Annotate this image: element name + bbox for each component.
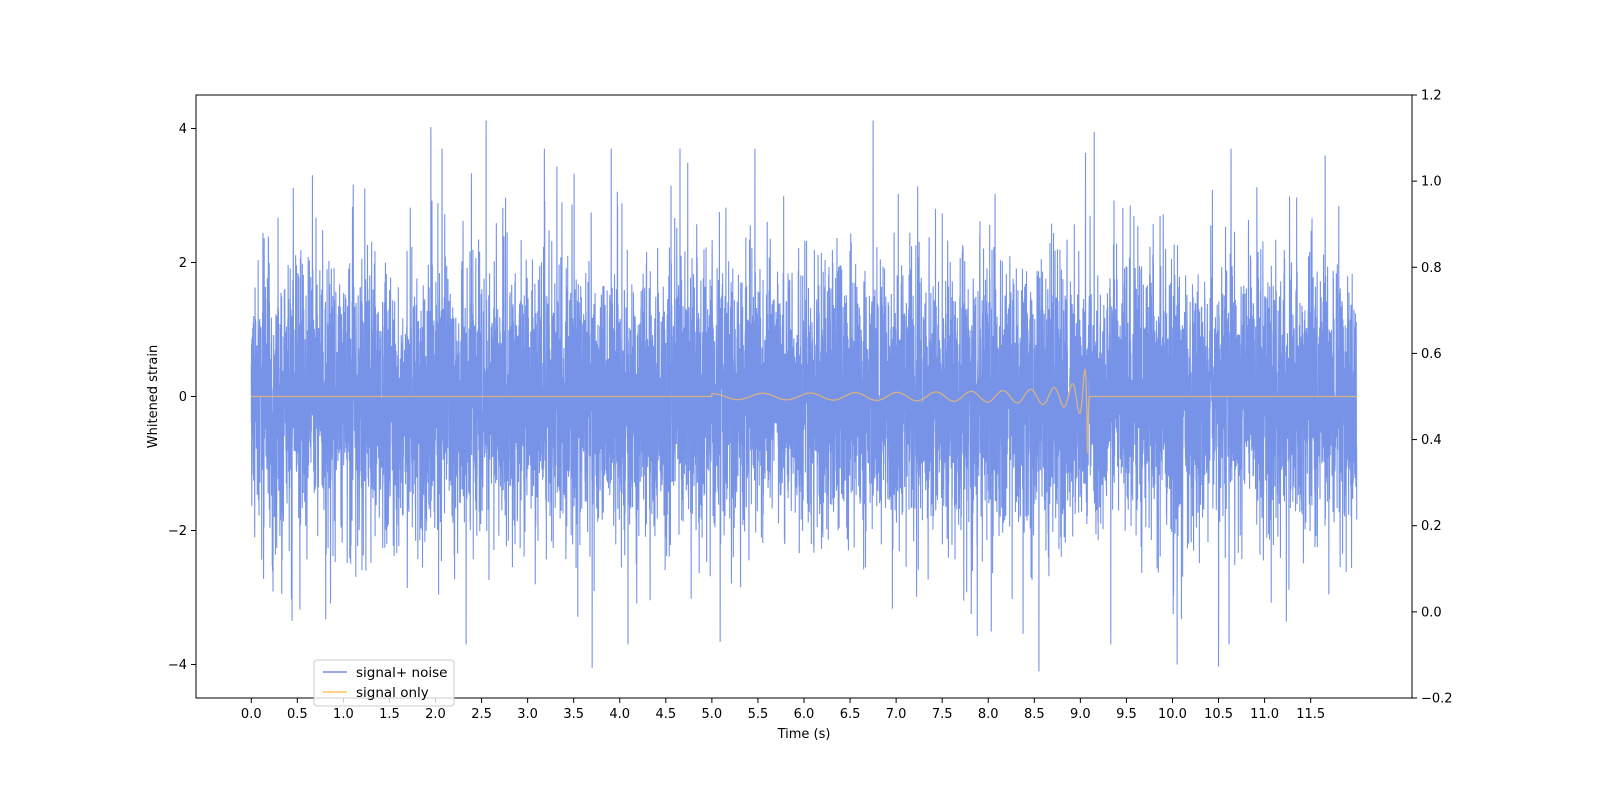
legend-label-signal-only: signal only [356, 685, 429, 701]
x-tick-label: 2.0 [425, 707, 446, 722]
legend-label-signal-noise: signal+ noise [356, 665, 447, 681]
x-tick-label: 8.5 [1024, 707, 1045, 722]
legend: signal+ noise signal only [313, 659, 455, 707]
x-tick-label: 5.5 [748, 707, 769, 722]
x-tick-label: 0.5 [287, 707, 308, 722]
x-tick-label: 8.0 [978, 707, 999, 722]
y2-axis: −0.2 0.0 0.2 0.4 0.6 0.8 1.0 1.2 [1412, 89, 1453, 707]
x-tick-label: 4.0 [609, 707, 630, 722]
x-tick-label: 2.5 [471, 707, 492, 722]
y-axis-title: Whitened strain [146, 345, 161, 448]
x-tick-label: 11.0 [1250, 707, 1279, 722]
x-tick-label: 7.0 [886, 707, 907, 722]
x-tick-label: 10.0 [1158, 707, 1187, 722]
y2-tick-label: 0.6 [1421, 347, 1442, 362]
y-tick-label: 4 [179, 122, 187, 137]
x-axis: 0.0 0.5 1.0 1.5 2.0 2.5 3.0 3.5 4.0 4.5 5.0 5.5 6.0 6… [241, 698, 1325, 722]
legend-box [313, 659, 455, 707]
y2-tick-label: 0.4 [1421, 433, 1442, 448]
y2-tick-label: 0.0 [1421, 605, 1442, 620]
x-tick-label: 1.5 [379, 707, 400, 722]
y2-tick-label: 1.0 [1421, 175, 1442, 190]
x-tick-label: 7.5 [932, 707, 953, 722]
x-tick-label: 6.5 [840, 707, 861, 722]
y2-tick-label: −0.2 [1421, 692, 1453, 707]
x-tick-label: 10.5 [1204, 707, 1233, 722]
series-layer [250, 120, 1358, 672]
x-tick-label: 11.5 [1296, 707, 1325, 722]
x-tick-label: 9.5 [1116, 707, 1137, 722]
y-tick-label: −2 [168, 524, 187, 539]
y-axis: −4 −2 0 2 4 [168, 122, 196, 673]
x-tick-label: 1.0 [333, 707, 354, 722]
x-tick-label: 5.0 [702, 707, 723, 722]
y-tick-label: 2 [179, 256, 187, 271]
y-tick-label: −4 [168, 658, 187, 673]
series-line-signal-only [251, 368, 1357, 454]
x-axis-title: Time (s) [777, 727, 831, 742]
x-tick-label: 3.0 [517, 707, 538, 722]
x-tick-label: 6.0 [794, 707, 815, 722]
y2-tick-label: 0.2 [1421, 519, 1442, 534]
x-tick-label: 0.0 [241, 707, 262, 722]
y-tick-label: 0 [179, 390, 187, 405]
x-tick-label: 3.5 [563, 707, 584, 722]
x-tick-label: 4.5 [655, 707, 676, 722]
y2-tick-label: 1.2 [1421, 89, 1442, 104]
x-tick-label: 9.0 [1070, 707, 1091, 722]
series-line-signal-noise [250, 120, 1358, 672]
y2-tick-label: 0.8 [1421, 261, 1442, 276]
